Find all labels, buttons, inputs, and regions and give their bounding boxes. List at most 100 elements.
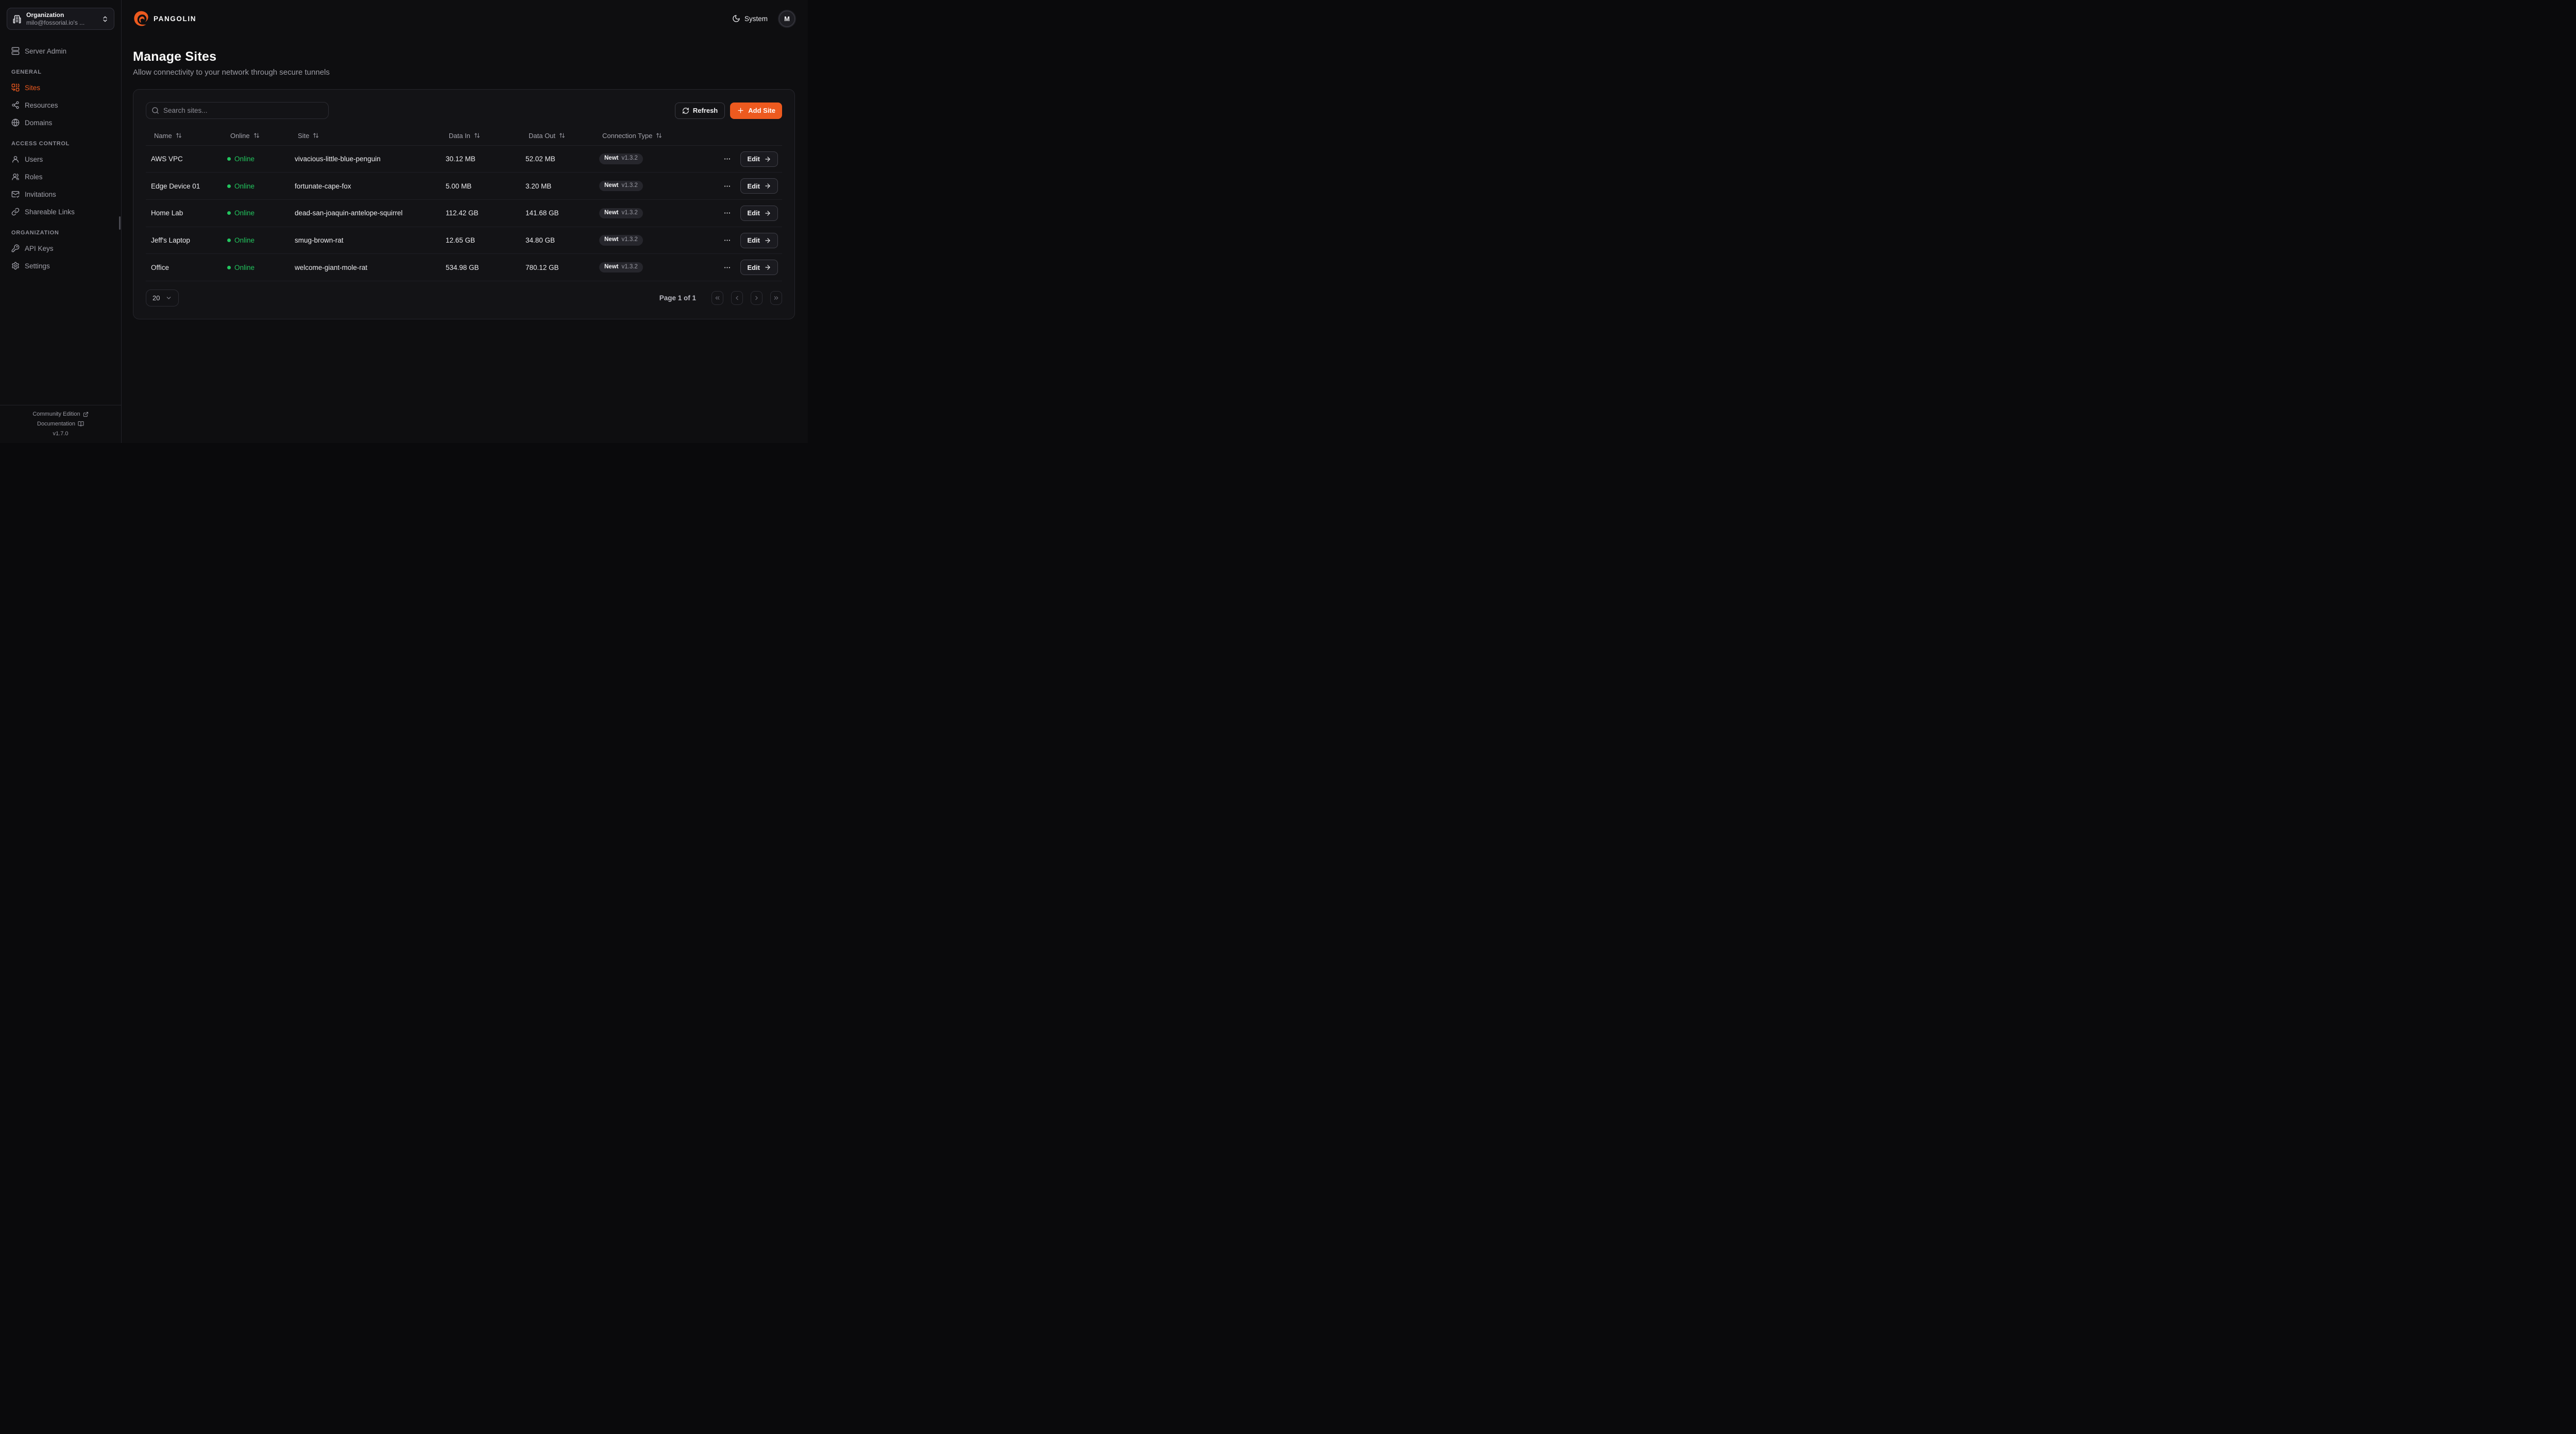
documentation-link[interactable]: Documentation	[37, 421, 84, 427]
search-input[interactable]	[163, 107, 323, 114]
book-open-icon	[78, 421, 84, 427]
sidebar: Organization milo@fossorial.io's ... Ser…	[0, 0, 122, 443]
connection-type-badge: Newt v1.3.2	[599, 153, 643, 164]
cell-data-out: 141.68 GB	[526, 209, 559, 217]
pagination: 20 Page 1 of 1	[146, 289, 782, 307]
avatar[interactable]: M	[779, 10, 795, 27]
table-row: Home Lab Online dead-san-joaquin-antelop…	[146, 200, 782, 227]
community-edition-link[interactable]: Community Edition	[32, 411, 88, 417]
cell-site: dead-san-joaquin-antelope-squirrel	[295, 209, 403, 217]
brand-name: PANGOLIN	[154, 14, 197, 23]
cell-site: smug-brown-rat	[295, 236, 344, 245]
sidebar-item-server-admin[interactable]: Server Admin	[7, 43, 114, 59]
org-switcher[interactable]: Organization milo@fossorial.io's ...	[7, 8, 114, 30]
row-menu-button[interactable]	[723, 155, 731, 163]
sidebar-item-shareable-links[interactable]: Shareable Links	[7, 204, 114, 219]
online-dot-icon	[227, 184, 231, 188]
sidebar-item-api-keys[interactable]: API Keys	[7, 241, 114, 256]
chevron-down-icon	[165, 295, 172, 301]
cell-data-in: 30.12 MB	[446, 155, 476, 163]
org-switcher-title: Organization	[26, 11, 64, 19]
column-header-connection-type[interactable]: Connection Type	[594, 132, 706, 140]
column-header-data-out[interactable]: Data Out	[520, 132, 594, 140]
column-header-site[interactable]: Site	[290, 132, 440, 140]
chevrons-left-icon	[714, 295, 721, 301]
sidebar-item-invitations[interactable]: Invitations	[7, 186, 114, 202]
sidebar-item-settings[interactable]: Settings	[7, 258, 114, 274]
page-size-select[interactable]: 20	[146, 289, 179, 307]
first-page-button[interactable]	[711, 291, 723, 305]
gear-icon	[11, 262, 20, 270]
edit-button[interactable]: Edit	[740, 151, 778, 167]
connection-type-badge: Newt v1.3.2	[599, 208, 643, 219]
refresh-icon	[682, 107, 689, 114]
online-dot-icon	[227, 265, 231, 269]
sidebar-scrollbar[interactable]	[119, 216, 121, 230]
last-page-button[interactable]	[770, 291, 782, 305]
cell-name: AWS VPC	[151, 155, 183, 163]
globe-icon	[11, 118, 20, 127]
cell-data-in: 112.42 GB	[446, 209, 479, 217]
table-toolbar: Refresh Add Site	[146, 102, 782, 119]
online-dot-icon	[227, 238, 231, 243]
sidebar-item-resources[interactable]: Resources	[7, 97, 114, 113]
column-header-name[interactable]: Name	[146, 132, 222, 140]
cell-data-out: 52.02 MB	[526, 155, 555, 163]
sidebar-item-users[interactable]: Users	[7, 151, 114, 167]
column-header-data-in[interactable]: Data In	[440, 132, 520, 140]
edit-button[interactable]: Edit	[740, 260, 778, 276]
search-box	[146, 102, 329, 119]
cell-name: Home Lab	[151, 209, 183, 217]
cell-data-out: 780.12 GB	[526, 263, 559, 271]
cell-data-out: 3.20 MB	[526, 182, 552, 190]
ellipsis-icon	[723, 236, 731, 244]
row-menu-button[interactable]	[723, 209, 731, 217]
sidebar-nav: Server Admin GENERAL Sites Resources Dom	[7, 43, 114, 276]
row-menu-button[interactable]	[723, 182, 731, 190]
next-page-button[interactable]	[751, 291, 762, 305]
sites-card: Refresh Add Site Name Online	[133, 89, 795, 319]
add-site-button[interactable]: Add Site	[730, 102, 782, 119]
sidebar-item-domains[interactable]: Domains	[7, 115, 114, 130]
sort-icon	[313, 132, 319, 139]
app-window: Organization milo@fossorial.io's ... Ser…	[0, 0, 808, 443]
external-link-icon	[83, 412, 89, 417]
theme-toggle[interactable]: System	[732, 14, 768, 23]
mail-check-icon	[11, 190, 20, 198]
sort-icon	[253, 132, 260, 139]
edit-button[interactable]: Edit	[740, 178, 778, 194]
prev-page-button[interactable]	[731, 291, 743, 305]
status-badge: Online	[222, 182, 290, 190]
link-icon	[11, 208, 20, 216]
sidebar-item-roles[interactable]: Roles	[7, 169, 114, 184]
org-switcher-value: milo@fossorial.io's ...	[26, 19, 85, 26]
brand: PANGOLIN	[133, 10, 196, 27]
cell-data-in: 12.65 GB	[446, 236, 476, 245]
online-dot-icon	[227, 211, 231, 215]
sort-icon	[656, 132, 662, 139]
sidebar-item-label: Domains	[25, 118, 53, 127]
cell-site: fortunate-cape-fox	[295, 182, 351, 190]
sidebar-footer: Community Edition Documentation v1.7.0	[0, 405, 121, 443]
table-header: Name Online Site Data In Data Out	[146, 126, 782, 146]
sidebar-item-label: Server Admin	[25, 47, 67, 55]
cell-site: vivacious-little-blue-penguin	[295, 155, 381, 163]
sidebar-item-label: Invitations	[25, 190, 56, 198]
sidebar-item-label: Users	[25, 155, 43, 163]
sidebar-item-sites[interactable]: Sites	[7, 80, 114, 95]
section-label-organization: ORGANIZATION	[11, 230, 59, 236]
status-badge: Online	[222, 209, 290, 217]
sidebar-item-label: Settings	[25, 262, 50, 270]
sort-icon	[474, 132, 480, 139]
page-subtitle: Allow connectivity to your network throu…	[133, 68, 330, 77]
edit-button[interactable]: Edit	[740, 232, 778, 248]
row-menu-button[interactable]	[723, 236, 731, 244]
status-badge: Online	[222, 155, 290, 163]
refresh-button[interactable]: Refresh	[674, 102, 725, 119]
chevrons-up-down-icon	[101, 15, 109, 23]
cell-data-in: 5.00 MB	[446, 182, 472, 190]
sort-icon	[176, 132, 182, 139]
edit-button[interactable]: Edit	[740, 205, 778, 221]
row-menu-button[interactable]	[723, 264, 731, 271]
column-header-online[interactable]: Online	[222, 132, 290, 140]
